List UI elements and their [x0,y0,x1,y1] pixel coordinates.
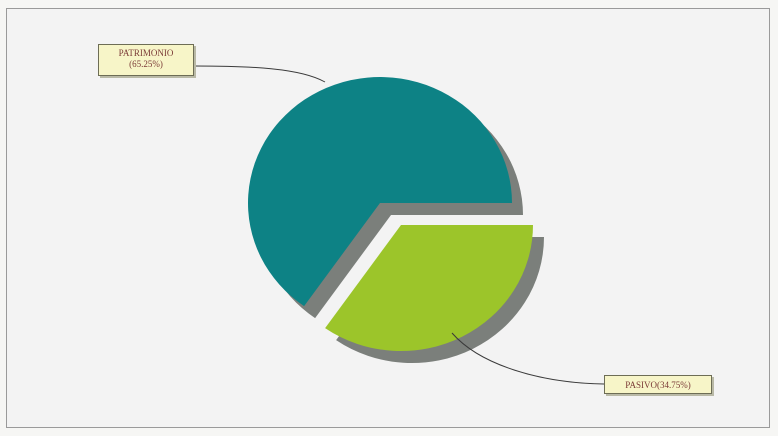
callout-patrimonio: PATRIMONIO (65.25%) [98,44,194,76]
slice-label-pasivo: PASIVO [625,380,657,390]
leader-line-pasivo [451,332,605,385]
pie-slice-patrimonio [248,77,513,307]
slice-percent-patrimonio: (65.25%) [129,59,163,69]
slice-label-patrimonio: PATRIMONIO [118,48,174,58]
callout-pasivo: PASIVO(34.75%) [604,375,712,394]
slice-percent-pasivo: (34.75%) [656,380,691,390]
pie-slice-pasivo [325,225,533,352]
leader-line-patrimonio [193,65,326,83]
pie-slice-layer [248,77,533,352]
